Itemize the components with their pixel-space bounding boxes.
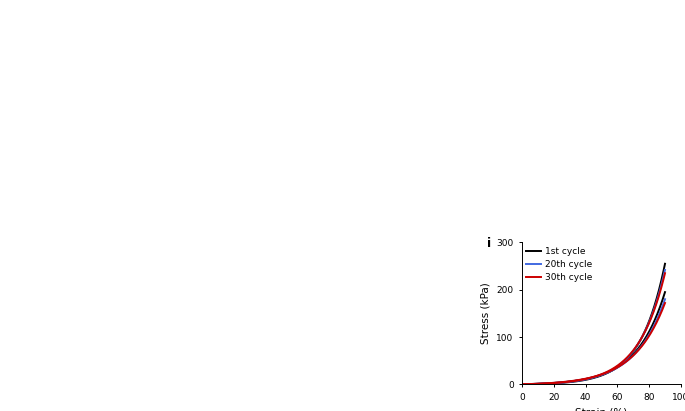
30th cycle <box>658 284 666 289</box>
30th cycle <box>595 372 603 377</box>
30th cycle <box>586 375 595 380</box>
X-axis label: Strain (%): Strain (%) <box>575 407 627 411</box>
20th cycle <box>658 282 666 286</box>
30th cycle <box>586 376 594 381</box>
20th cycle <box>518 382 526 387</box>
1st cycle <box>595 374 603 379</box>
1st cycle <box>603 371 611 376</box>
30th cycle <box>635 339 643 344</box>
1st cycle <box>658 277 666 282</box>
1st cycle <box>635 340 643 345</box>
Text: i: i <box>487 237 491 250</box>
30th cycle <box>661 271 669 276</box>
Line: 1st cycle: 1st cycle <box>522 264 665 384</box>
Line: 20th cycle: 20th cycle <box>522 270 665 384</box>
20th cycle <box>595 373 603 378</box>
30th cycle <box>603 369 611 374</box>
20th cycle <box>603 370 611 375</box>
Legend: 1st cycle, 20th cycle, 30th cycle: 1st cycle, 20th cycle, 30th cycle <box>527 247 593 282</box>
1st cycle <box>661 261 669 266</box>
Y-axis label: Stress (kPa): Stress (kPa) <box>481 282 491 344</box>
1st cycle <box>586 376 594 381</box>
20th cycle <box>661 268 669 272</box>
1st cycle <box>586 376 595 381</box>
1st cycle <box>518 382 526 387</box>
Line: 30th cycle: 30th cycle <box>522 273 665 384</box>
30th cycle <box>518 382 526 387</box>
20th cycle <box>635 340 643 345</box>
20th cycle <box>586 376 595 381</box>
20th cycle <box>586 376 594 381</box>
